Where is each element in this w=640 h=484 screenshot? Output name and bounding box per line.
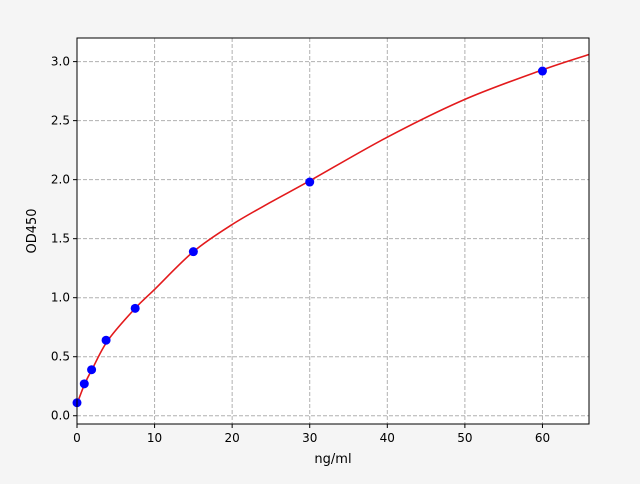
data-point: [537, 66, 547, 76]
data-point: [87, 365, 97, 375]
plot-frame: [76, 37, 590, 425]
ticks: 0 10 20 30 40 50 60 0.0 0.5 1.0 1.5 2.0 2.5 3.0: [51, 55, 550, 445]
x-tick-label: 50: [457, 431, 472, 445]
data-point: [188, 247, 198, 257]
data-point: [305, 177, 315, 187]
y-tick-label: 1.5: [51, 232, 70, 246]
x-tick-label: 40: [380, 431, 395, 445]
data-points: [72, 66, 547, 408]
grid: [76, 38, 589, 424]
y-axis-label: OD450: [25, 208, 40, 253]
x-axis-label: ng/ml: [314, 452, 351, 467]
x-tick-label: 20: [225, 431, 240, 445]
fit-curve-line: [76, 53, 590, 405]
y-tick-label: 2.0: [51, 173, 70, 187]
x-tick-label: 0: [73, 431, 81, 445]
x-tick-label: 10: [147, 431, 162, 445]
y-tick-label: 0.5: [51, 350, 70, 364]
plot-area: [77, 38, 589, 424]
fit-curve-group: [76, 53, 590, 405]
y-tick-label: 3.0: [51, 55, 70, 69]
y-tick-label: 1.0: [51, 291, 70, 305]
y-tick-label: 0.0: [51, 409, 70, 423]
y-tick-label: 2.5: [51, 114, 70, 128]
data-point: [101, 335, 111, 345]
data-point: [130, 303, 140, 313]
x-tick-label: 60: [535, 431, 550, 445]
x-tick-label: 30: [302, 431, 317, 445]
data-point: [79, 379, 89, 389]
